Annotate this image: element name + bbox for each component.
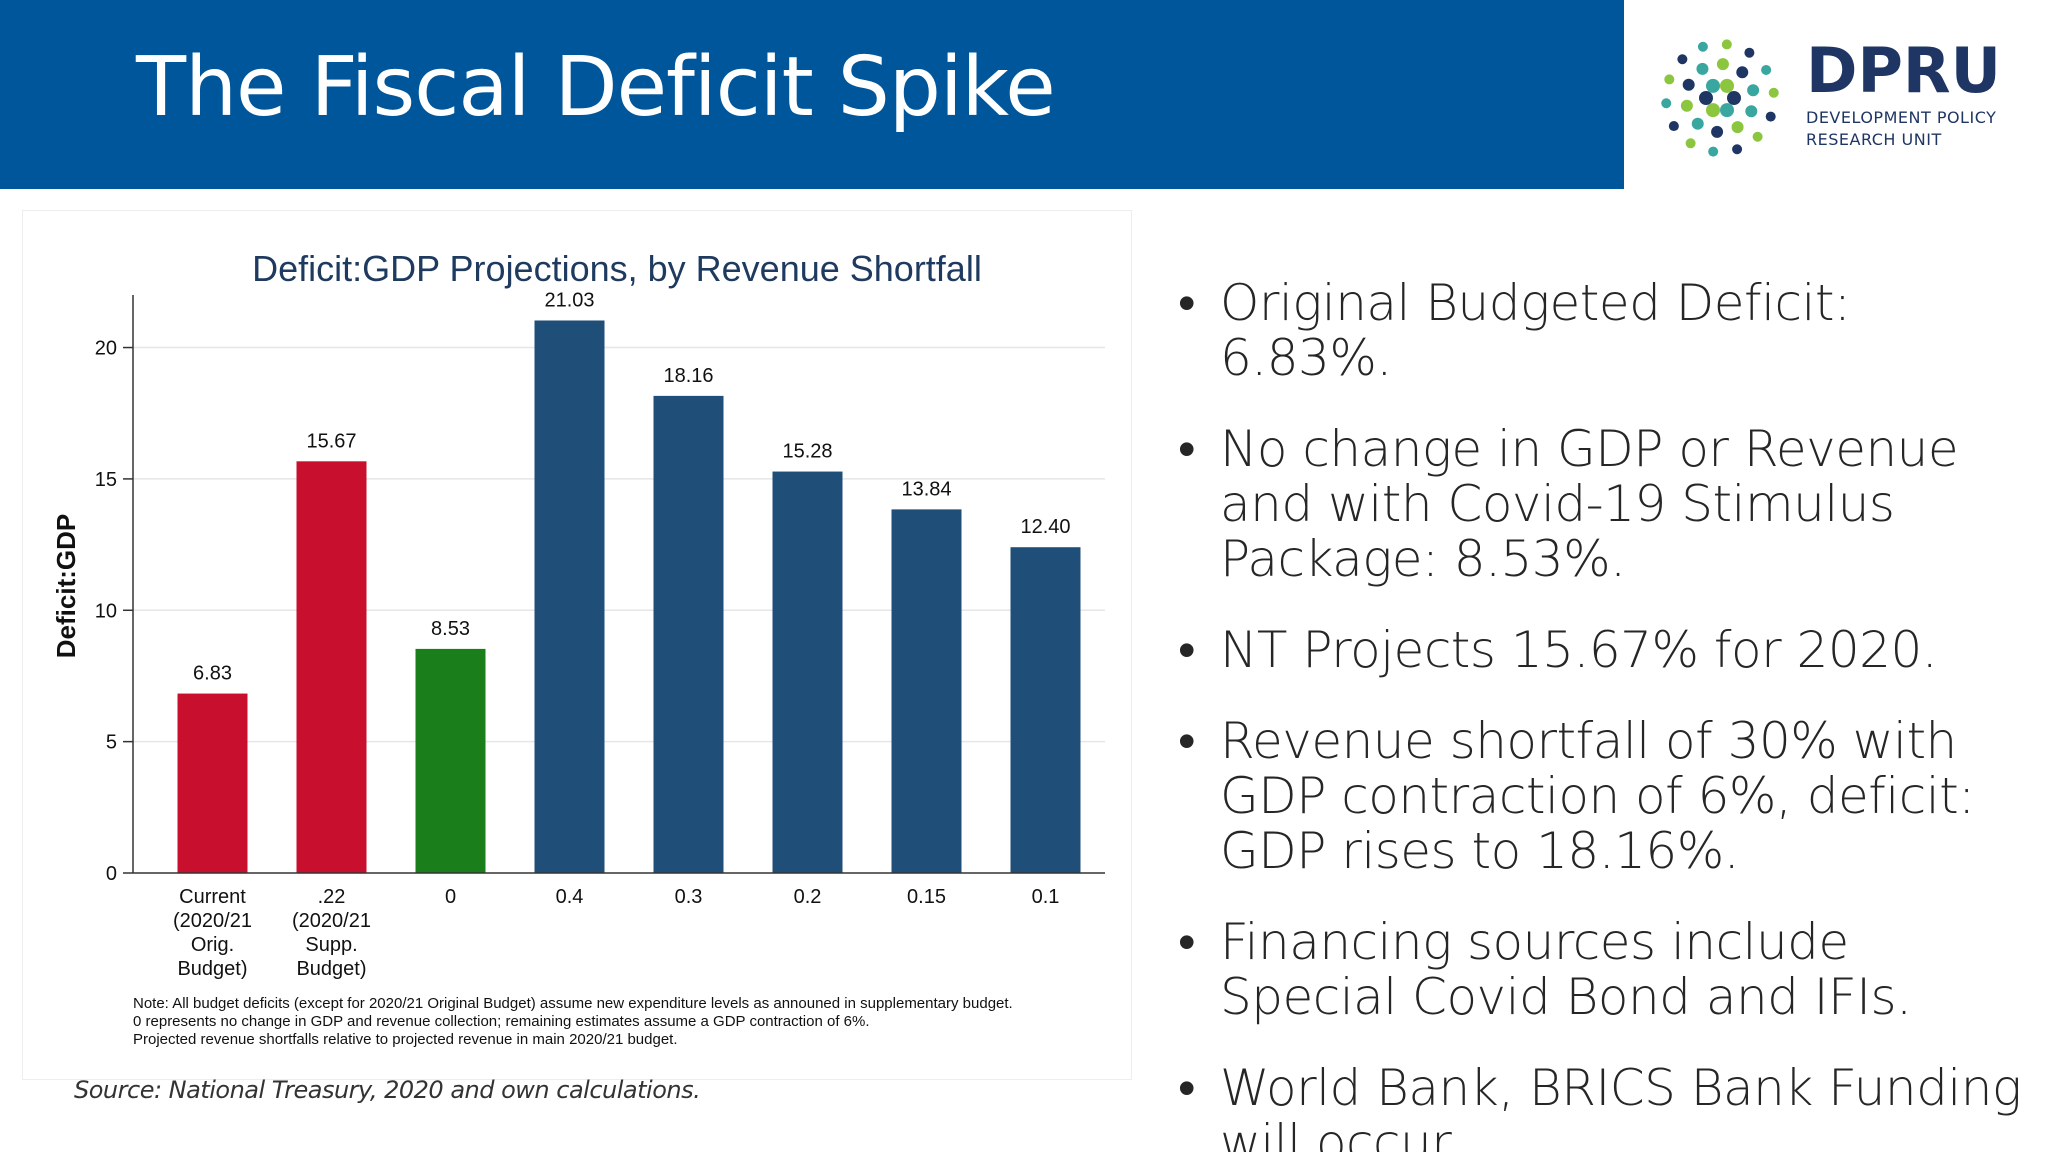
logo-dot — [1732, 144, 1743, 155]
logo-dot — [1677, 54, 1688, 65]
category-label: 0.3 — [675, 886, 703, 908]
source-citation: Source: National Treasury, 2020 and own … — [74, 1076, 701, 1104]
bullet-text: No change in GDP or Revenue and with Cov… — [1220, 420, 1959, 588]
value-label: 15.28 — [782, 441, 832, 463]
chart-panel: Deficit:GDP Projections, by Revenue Shor… — [22, 210, 1132, 1080]
bullet-item: • Revenue shortfall of 30% with GDP contr… — [1176, 714, 2036, 879]
bullet-item: • Financing sources include Special Covid… — [1176, 915, 2036, 1025]
bar — [296, 461, 367, 873]
logo-dot — [1745, 105, 1758, 118]
bar — [1010, 547, 1081, 873]
bullet-text: NT Projects 15.67% for 2020. — [1220, 621, 1938, 679]
category-labels: Current (2020/21 Orig. Budget) .22 (2020/21 Su… — [173, 886, 1059, 980]
category-label: 0.2 — [794, 886, 822, 908]
bullet-dot: • — [1178, 276, 1196, 332]
logo-dot — [1699, 91, 1713, 105]
bullet-item: • NT Projects 15.67% for 2020. — [1176, 623, 2036, 678]
logo-dot — [1691, 117, 1704, 130]
bullet-list: • Original Budgeted Deficit: 6.83%. • No c… — [1176, 276, 2036, 1152]
logo-dot — [1682, 78, 1695, 91]
bar — [772, 471, 843, 873]
slide-title: The Fiscal Deficit Spike — [136, 40, 1056, 135]
bullet-item: • World Bank, BRICS Bank Funding will occ… — [1176, 1061, 2036, 1152]
y-tick-label: 15 — [95, 469, 117, 491]
value-label: 8.53 — [431, 618, 470, 640]
value-label: 12.40 — [1020, 516, 1070, 538]
logo-dot — [1706, 103, 1720, 118]
y-axis-label: Deficit:GDP — [51, 514, 81, 658]
logo-dot — [1721, 39, 1732, 50]
bullet-dot: • — [1178, 913, 1196, 971]
logo-line1: DEVELOPMENT POLICY — [1806, 108, 1996, 127]
logo-dot — [1706, 78, 1720, 93]
chart-note-line-2: 0 represents no change in GDP and revenu… — [133, 1013, 870, 1030]
logo-dot — [1685, 138, 1696, 149]
logo-dot — [1720, 103, 1734, 118]
logo-dot — [1680, 99, 1693, 112]
bullet-dot: • — [1178, 712, 1196, 770]
value-labels: 6.83 15.67 8.53 21.03 18.16 15.28 13.84 12.40 — [193, 289, 1071, 684]
logo-dot — [1711, 125, 1724, 138]
bar — [653, 395, 724, 873]
y-tick-label: 0 — [106, 863, 117, 885]
category-label: Current (2020/21 Orig. Budget) — [173, 886, 252, 980]
logo-dot — [1708, 146, 1719, 157]
logo-name: DPRU — [1806, 34, 2001, 107]
logo-dot — [1720, 78, 1734, 93]
logo-dot — [1761, 64, 1772, 75]
bullet-text: Original Budgeted Deficit: 6.83%. — [1220, 276, 1851, 387]
logo-dot — [1668, 121, 1679, 132]
value-label: 13.84 — [901, 478, 951, 500]
header-bar — [0, 0, 1624, 189]
dpru-logo: DPRU DEVELOPMENT POLICY RESEARCH UNIT — [1648, 22, 2038, 172]
bullet-item: • Original Budgeted Deficit: 6.83%. — [1176, 276, 2036, 386]
logo-dot — [1744, 47, 1755, 58]
chart-note: Note: All budget deficits (except for 20… — [133, 995, 1013, 1048]
logo-line2: RESEARCH UNIT — [1806, 130, 1942, 149]
y-axis-ticks: 0 5 10 15 20 — [95, 338, 133, 885]
bullet-dot: • — [1178, 1059, 1196, 1117]
value-label: 18.16 — [663, 365, 713, 387]
bars — [177, 320, 1081, 873]
logo-dot — [1747, 84, 1760, 97]
bullet-dot: • — [1178, 420, 1196, 478]
category-label: 0.1 — [1032, 886, 1060, 908]
logo-dot — [1664, 74, 1675, 85]
bar — [415, 648, 486, 873]
logo-dot — [1696, 62, 1709, 75]
chart-note-line-1: Note: All budget deficits (except for 20… — [133, 995, 1013, 1012]
bullet-text: Revenue shortfall of 30% with GDP contra… — [1220, 712, 1975, 880]
deficit-gdp-chart: Deficit:GDP Projections, by Revenue Shor… — [51, 248, 1105, 1048]
bullet-text: World Bank, BRICS Bank Funding will occu… — [1220, 1059, 2022, 1152]
y-tick-label: 10 — [95, 600, 117, 622]
category-label: .22 (2020/21 Supp. Budget) — [292, 886, 371, 980]
logo-mark-icon — [1661, 39, 1779, 157]
logo-dot — [1716, 58, 1729, 71]
dpru-logo-graphic: DPRU DEVELOPMENT POLICY RESEARCH UNIT — [1661, 34, 2001, 157]
y-tick-label: 20 — [95, 338, 117, 360]
bullet-item: • No change in GDP or Revenue and with Co… — [1176, 422, 2036, 587]
bar — [177, 693, 248, 873]
bullet-dot: • — [1178, 621, 1196, 679]
bar — [534, 320, 605, 873]
chart-title: Deficit:GDP Projections, by Revenue Shor… — [252, 248, 982, 289]
logo-dot — [1765, 111, 1776, 122]
value-label: 15.67 — [306, 430, 356, 452]
bar — [891, 509, 962, 873]
chart-note-line-3: Projected revenue shortfalls relative to… — [133, 1031, 678, 1048]
category-label: 0.15 — [907, 886, 946, 908]
logo-dot — [1661, 98, 1672, 109]
value-label: 6.83 — [193, 663, 232, 685]
logo-dot — [1727, 91, 1741, 105]
logo-dot — [1752, 131, 1763, 142]
value-label: 21.03 — [544, 289, 594, 311]
category-label: 0.4 — [556, 886, 584, 908]
bullet-text: Financing sources include Special Covid … — [1220, 913, 1912, 1026]
logo-dot — [1697, 41, 1708, 52]
y-tick-label: 5 — [106, 732, 117, 754]
logo-dot — [1768, 87, 1779, 98]
logo-dot — [1736, 66, 1749, 79]
logo-dot — [1731, 121, 1744, 134]
category-label: 0 — [445, 886, 456, 908]
